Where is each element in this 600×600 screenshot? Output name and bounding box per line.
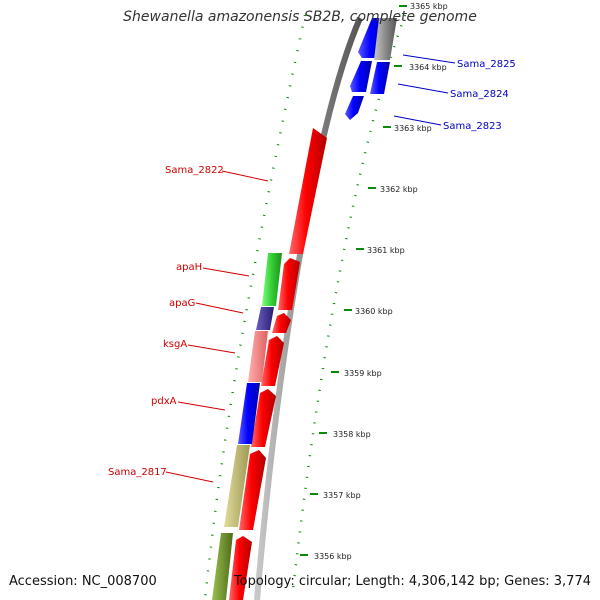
scale-label-3364: 3364 kbp <box>409 63 447 72</box>
gene-label-sama-2823: Sama_2823 <box>443 121 502 132</box>
gene-label-sama-2825: Sama_2825 <box>457 59 516 70</box>
label-leader-lines <box>165 54 456 483</box>
gene-label-ksga: ksgA <box>163 339 187 350</box>
gene-label-pdxa: pdxA <box>151 396 177 407</box>
cog-block <box>212 533 233 600</box>
gene-label-sama-2822: Sama_2822 <box>165 165 224 176</box>
gene-label-apag: apaG <box>169 298 195 309</box>
scale-label-3362: 3362 kbp <box>380 185 418 194</box>
cog-block <box>224 445 250 527</box>
scale-label-3365: 3365 kbp <box>410 2 448 11</box>
accession-text: Accession: NC_008700 <box>9 574 157 589</box>
cog-block <box>238 383 260 444</box>
gene-arrow <box>278 258 300 310</box>
cog-block <box>262 253 282 306</box>
scale-tick-marks <box>300 5 407 556</box>
outer-scale-ring <box>291 14 407 591</box>
scale-label-3359: 3359 kbp <box>344 369 382 378</box>
reverse-strand-genes <box>345 18 397 120</box>
gene-arrow <box>374 18 397 60</box>
cog-block <box>256 307 274 330</box>
gene-label-sama-2824: Sama_2824 <box>450 89 509 100</box>
gene-arrow <box>350 61 372 92</box>
cog-category-ring <box>212 253 282 600</box>
gene-arrow <box>239 450 266 530</box>
gene-label-apah: apaH <box>176 262 202 273</box>
scale-label-3363: 3363 kbp <box>394 124 432 133</box>
gene-label-sama-2817: Sama_2817 <box>108 467 167 478</box>
scale-label-3356: 3356 kbp <box>314 552 352 561</box>
gene-arrow <box>345 96 364 120</box>
gene-arrow <box>272 313 291 333</box>
gene-arrow <box>229 536 252 600</box>
scale-label-3361: 3361 kbp <box>367 246 405 255</box>
map-title: Shewanella amazonensis SB2B, complete ge… <box>123 9 477 25</box>
gene-arrow <box>289 128 327 254</box>
gene-arrow <box>251 389 276 447</box>
scale-label-3357: 3357 kbp <box>323 491 361 500</box>
scale-labels: 3365 kbp 3364 kbp 3363 kbp 3362 kbp 3361… <box>314 2 448 561</box>
gene-labels: Sama_2825 Sama_2824 Sama_2823 Sama_2822 … <box>108 59 516 478</box>
topology-text: Topology: circular; Length: 4,306,142 bp… <box>233 574 591 589</box>
cog-block <box>248 331 268 382</box>
scale-label-3358: 3358 kbp <box>333 430 371 439</box>
gene-arrow <box>261 336 284 386</box>
forward-strand-genes <box>229 128 327 600</box>
scale-label-3360: 3360 kbp <box>355 307 393 316</box>
gene-arrow <box>370 62 390 94</box>
